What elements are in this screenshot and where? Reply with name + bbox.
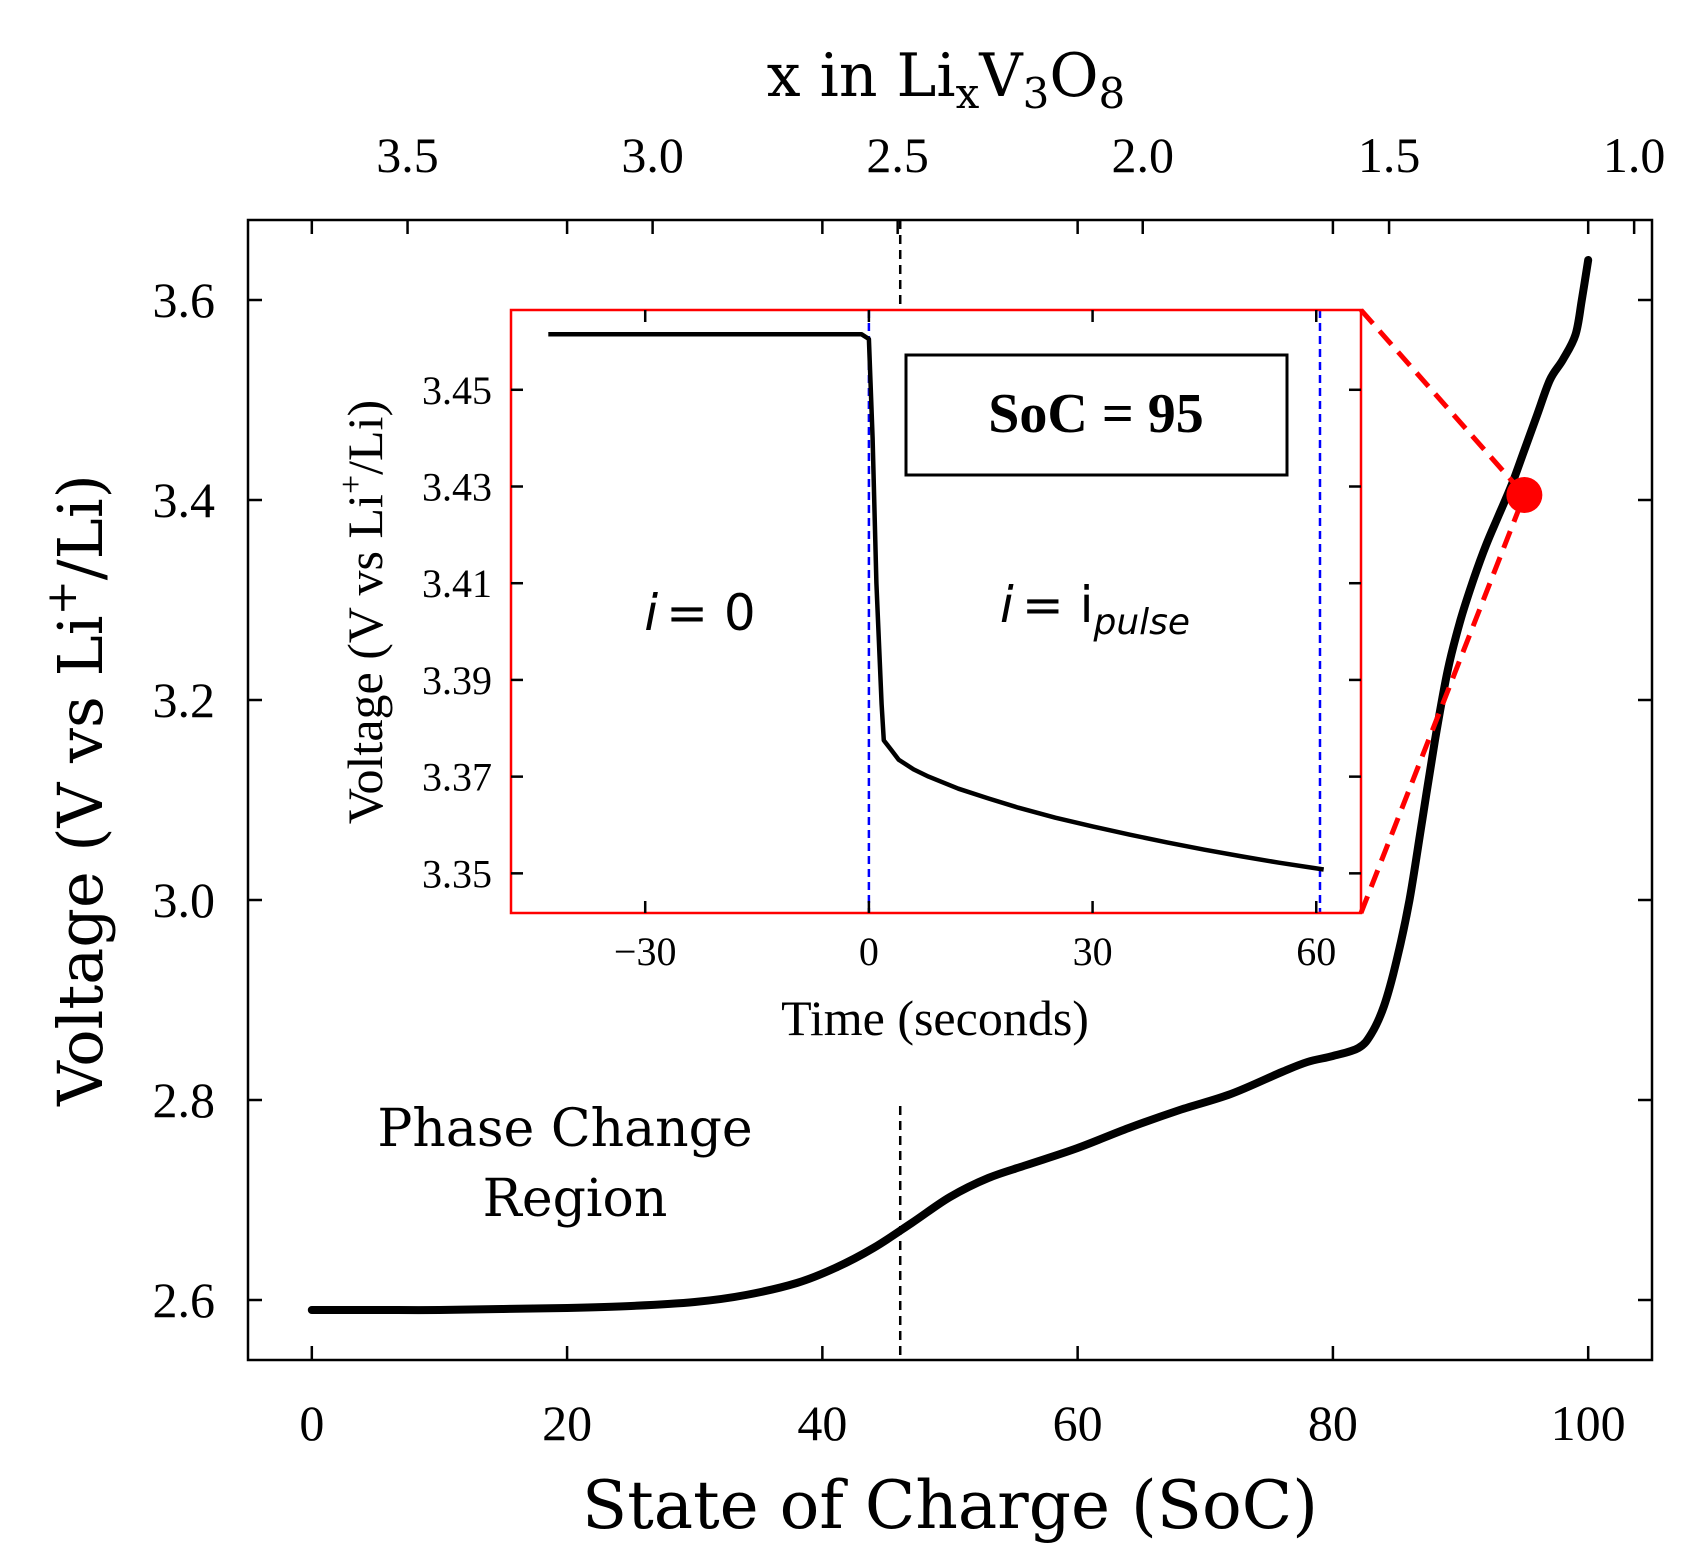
y-axis-label: Voltage (V vs Li+/Li)	[37, 474, 117, 1107]
y-tick-label: 2.6	[153, 1272, 216, 1328]
inset-y-tick-label: 3.41	[422, 561, 492, 606]
inset-x-tick-label: −30	[614, 929, 677, 974]
x-tick-label: 80	[1308, 1395, 1358, 1451]
inset-y-tick-label: 3.35	[422, 851, 492, 896]
pulse-current-label: i = ipulse	[1000, 576, 1190, 643]
x-tick-label: 20	[542, 1395, 592, 1451]
soc-95-marker	[1506, 477, 1543, 513]
inset-ticks: −30 0 30 60 3.35 3.37 3.39 3.41 3.43 3.45	[422, 310, 1361, 974]
top-axis-tick-label: 3.0	[621, 127, 684, 183]
top-axis-label: x in LixV3O8	[767, 41, 1126, 118]
top-axis-tick-label: 2.5	[866, 127, 929, 183]
inset-plot-area	[548, 310, 1325, 913]
main-plot-frame	[246, 218, 1654, 1362]
inset-x-tick-label: 60	[1296, 929, 1336, 974]
x-tick-label: 60	[1053, 1395, 1103, 1451]
phase-change-label: Phase Change	[377, 1099, 752, 1159]
inset-frame	[509, 308, 1363, 915]
y-tick-label: 3.2	[153, 672, 216, 728]
zoom-connector-top	[1359, 308, 1527, 497]
x-axis-label: State of Charge (SoC)	[582, 1467, 1318, 1544]
inset-x-tick-label: 30	[1073, 929, 1113, 974]
inset-y-tick-label: 3.39	[422, 658, 492, 703]
inset-y-axis-label: Voltage (V vs Li+/Li)	[333, 400, 393, 824]
y-tick-label: 3.6	[153, 272, 216, 328]
top-axis-tick-label: 2.0	[1111, 127, 1174, 183]
soc-label-box	[904, 353, 1289, 477]
x-tick-label: 40	[797, 1395, 847, 1451]
inset-y-tick-label: 3.45	[422, 368, 492, 413]
top-axis-tick-label: 1.0	[1603, 127, 1666, 183]
rest-current-label: i = 0	[644, 584, 756, 642]
main-ticks: 0 20 40 60 80 100 2.6 2.8 3.0 3.2 3.4 3.6 3.5 3.0 2.5 2…	[153, 127, 1666, 1451]
y-tick-label: 2.8	[153, 1072, 216, 1128]
zoom-connector-bottom	[1358, 494, 1527, 914]
top-axis-tick-label: 1.5	[1358, 127, 1421, 183]
x-tick-label: 100	[1551, 1395, 1626, 1451]
phase-change-label-line2: Region	[483, 1169, 668, 1229]
y-tick-label: 3.4	[153, 472, 216, 528]
top-axis-tick-label: 3.5	[376, 127, 439, 183]
inset-x-tick-label: 0	[859, 929, 879, 974]
inset-y-tick-label: 3.43	[422, 464, 492, 509]
x-tick-label: 0	[299, 1395, 324, 1451]
inset-y-tick-label: 3.37	[422, 755, 492, 800]
inset-x-axis-label: Time (seconds)	[781, 990, 1089, 1046]
y-tick-label: 3.0	[153, 872, 216, 928]
soc-label: SoC = 95	[988, 383, 1204, 445]
inset-voltage-curve	[548, 331, 1325, 872]
